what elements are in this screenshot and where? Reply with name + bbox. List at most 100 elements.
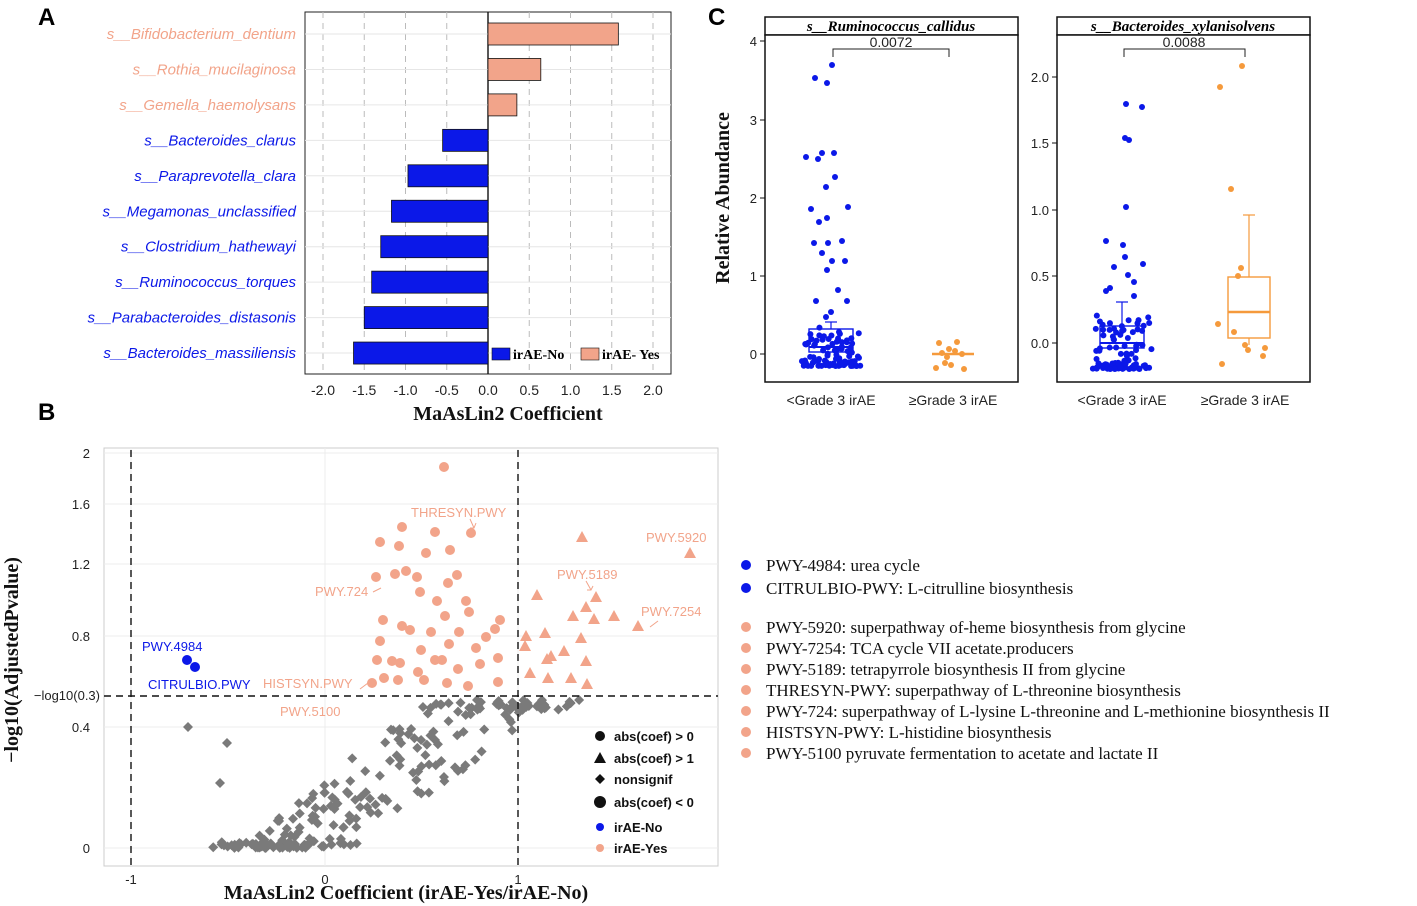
b-nonsignif-diamond: [338, 822, 349, 833]
b-nonsignif-diamond: [246, 839, 257, 850]
panel-b-label: B: [38, 399, 55, 426]
b-signif-circle: [378, 615, 388, 625]
label-thresyn-pwy: THRESYN.PWY: [411, 505, 507, 520]
a-bar: [380, 235, 489, 259]
b-signif-circle: [413, 667, 423, 677]
panel-a-bar-chart: s__Bifidobacterium_dentium s__Rothia_muci…: [88, 11, 672, 425]
c-point-low: [1139, 327, 1146, 334]
c-point-low: [803, 154, 809, 160]
b-nonsignif-diamond: [256, 841, 267, 852]
c-point-low: [829, 62, 835, 68]
c-point-low: [1093, 355, 1100, 362]
c-point-low: [1123, 204, 1129, 210]
c-point-low: [1100, 332, 1107, 339]
c-point-high: [1239, 63, 1245, 69]
b-signif-circle: [445, 545, 455, 555]
legend-irae-no-label: irAE-No: [513, 348, 564, 363]
b-nonsignif-diamond: [465, 709, 476, 720]
c-point-low: [1145, 314, 1152, 321]
a-bar: [353, 341, 489, 365]
c-point-low: [839, 238, 845, 244]
b-signif-circle: [466, 528, 476, 538]
c-point-low: [813, 337, 820, 344]
b-signif-circle: [464, 607, 474, 617]
b-y-tick-label: 2: [83, 446, 90, 461]
panel-b-x-axis-title: MaAsLin2 Coefficient (irAE-Yes/irAE-No): [224, 882, 588, 904]
b-nonsignif-diamond: [325, 800, 336, 811]
b-nonsignif-diamond: [328, 820, 339, 831]
b-signif-circle: [397, 621, 407, 631]
b-nonsignif-diamond: [382, 795, 393, 806]
b-signif-circle: [405, 625, 415, 635]
c-point-low: [833, 351, 840, 358]
b-signif-circle: [371, 572, 381, 582]
c-point-low: [1139, 104, 1145, 110]
b-nonsignif-diamond: [364, 793, 375, 804]
c-y-tick-label: 2.0: [1031, 70, 1049, 85]
b-nonsignif-diamond: [344, 810, 355, 821]
b-nonsignif-diamond: [420, 750, 431, 761]
c-point-low: [1111, 365, 1118, 372]
a-bar: [371, 270, 489, 294]
label-pwy-4984: PWY.4984: [142, 639, 202, 654]
b-nonsignif-diamond: [329, 778, 340, 789]
b-nonsignif-diamond: [183, 722, 193, 732]
c-y-tick-label: 0: [750, 347, 757, 362]
c-point-low: [1099, 321, 1106, 328]
panel-a-label: A: [38, 4, 55, 31]
c-y-tick-label: 1.0: [1031, 203, 1049, 218]
c-y-tick-label: 1: [750, 269, 757, 284]
c-point-low: [824, 344, 831, 351]
c-point-low: [1133, 341, 1140, 348]
b-x-tick-label: -1: [125, 872, 137, 887]
label-pwy-7254: PWY.7254: [641, 604, 701, 619]
b-signif-triangle: [539, 627, 551, 638]
a-x-tick-label: -2.0: [311, 382, 335, 398]
b-nonsignif-diamond: [453, 706, 464, 717]
c-point-low: [1117, 331, 1124, 338]
b-nonsignif-diamond: [318, 803, 329, 814]
c-point-low: [829, 258, 835, 264]
b-signif-circle: [416, 645, 426, 655]
c-point-low: [825, 336, 832, 343]
legend-irae-no-swatch: [491, 347, 511, 361]
b-signif-circle: [397, 522, 407, 532]
b-nonsignif-diamond: [374, 770, 385, 781]
b-nonsignif-diamond: [264, 825, 275, 836]
b-signif-triangle: [684, 547, 696, 558]
b-signif-triangle: [541, 653, 553, 664]
key-diamond-icon: [595, 774, 605, 784]
panel-c-label: C: [708, 4, 725, 31]
a-bar: [487, 58, 542, 81]
b-signif-circle: [443, 578, 453, 588]
b-signif-circle: [390, 569, 400, 579]
c-point-low: [824, 215, 830, 221]
pathway-legend-item: PWY-5189: tetrapyrrole biosynthesis II f…: [766, 660, 1125, 679]
b-nonsignif-diamond: [536, 704, 547, 715]
b-nonsignif-diamond: [326, 839, 337, 850]
c1-title: s__Ruminococcus_callidus: [806, 19, 976, 35]
b-nonsignif-diamond: [430, 734, 441, 745]
c-point-high: [946, 346, 952, 352]
b-y-tick-label: 0.4: [72, 720, 90, 735]
c-point-low: [855, 330, 862, 337]
c-point-low: [807, 353, 814, 360]
b-y-tick-label: 0.8: [72, 629, 90, 644]
b-signif-circle: [379, 673, 389, 683]
c-point-high: [1215, 321, 1221, 327]
b-y-tick-label: 1.6: [72, 497, 90, 512]
b-nonsignif-diamond: [443, 698, 454, 709]
b-signif-circle: [412, 572, 422, 582]
b-nonsignif-diamond: [391, 750, 402, 761]
c-point-low: [1120, 327, 1127, 334]
b-irae-no-circle: [190, 662, 200, 672]
b-nonsignif-diamond: [308, 788, 319, 799]
b-signif-circle: [440, 611, 450, 621]
c-point-low: [1113, 344, 1120, 351]
b-signif-triangle: [580, 601, 592, 612]
c-point-high: [1238, 265, 1244, 271]
b-nonsignif-diamond: [327, 792, 338, 803]
c-point-low: [838, 361, 845, 368]
a-category-label: s__Rothia_mucilaginosa: [133, 61, 296, 78]
c-point-low: [820, 333, 827, 340]
